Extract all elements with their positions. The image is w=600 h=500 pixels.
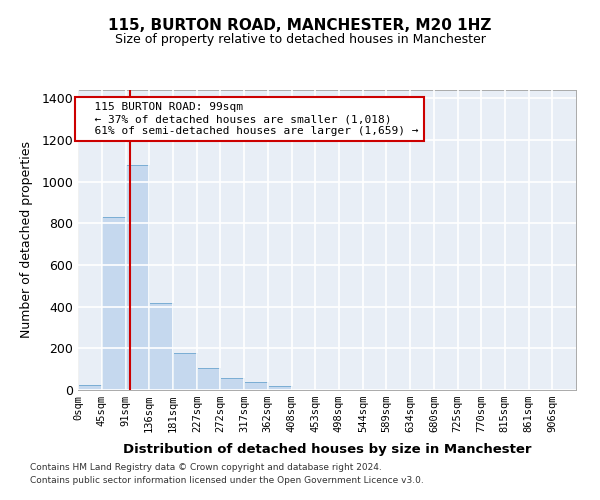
Bar (244, 382, 268, 390)
Bar (173, 352, 197, 390)
Bar (197, 368, 220, 390)
Text: Contains public sector information licensed under the Open Government Licence v3: Contains public sector information licen… (30, 476, 424, 485)
Bar (220, 378, 244, 390)
Bar (149, 302, 173, 390)
Text: Size of property relative to detached houses in Manchester: Size of property relative to detached ho… (115, 32, 485, 46)
Text: 115, BURTON ROAD, MANCHESTER, M20 1HZ: 115, BURTON ROAD, MANCHESTER, M20 1HZ (109, 18, 491, 32)
Bar (78, 385, 101, 390)
X-axis label: Distribution of detached houses by size in Manchester: Distribution of detached houses by size … (123, 444, 531, 456)
Text: Contains HM Land Registry data © Crown copyright and database right 2024.: Contains HM Land Registry data © Crown c… (30, 464, 382, 472)
Bar (101, 217, 125, 390)
Text: 115 BURTON ROAD: 99sqm
  ← 37% of detached houses are smaller (1,018)
  61% of s: 115 BURTON ROAD: 99sqm ← 37% of detached… (80, 102, 418, 136)
Bar (125, 165, 149, 390)
Bar (268, 386, 292, 390)
Y-axis label: Number of detached properties: Number of detached properties (20, 142, 33, 338)
